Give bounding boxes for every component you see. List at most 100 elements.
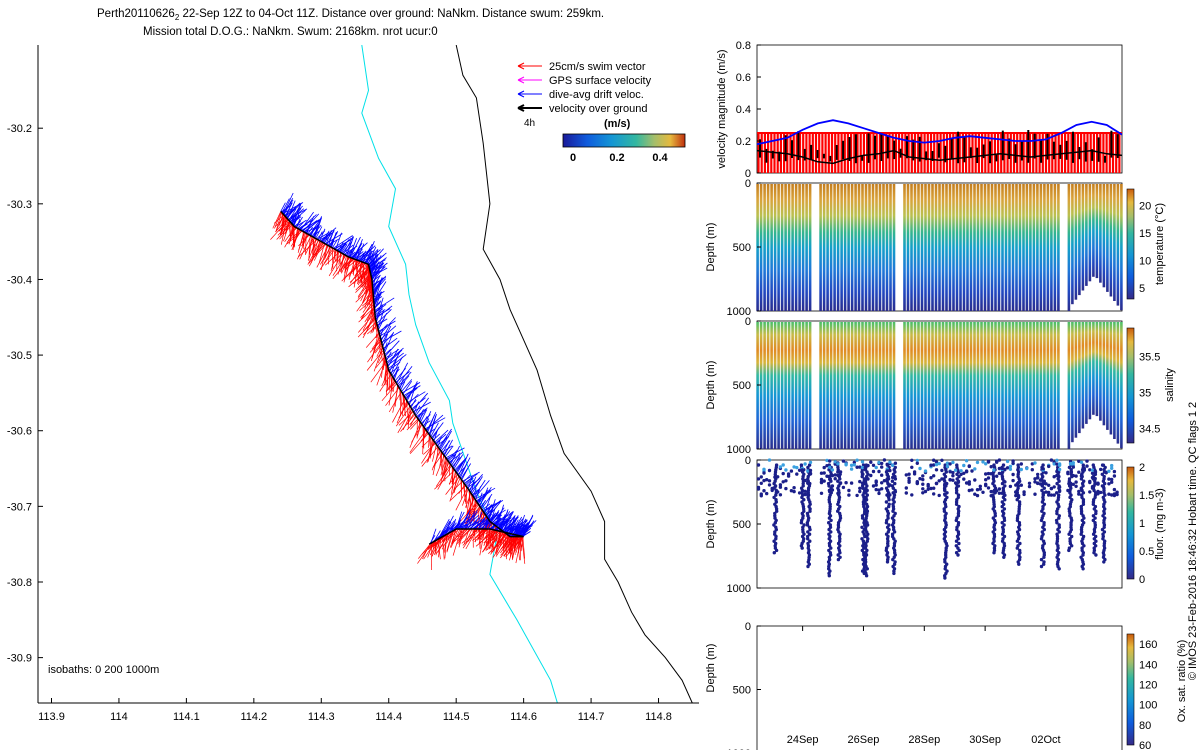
fluor-point (1103, 481, 1107, 486)
drift-vector (307, 226, 313, 235)
profile-column (938, 322, 941, 449)
temperature-ylabel: Depth (m) (705, 223, 717, 272)
fluor-point (937, 461, 941, 466)
fluor-point (792, 486, 796, 490)
fluor-point (1057, 479, 1061, 483)
colorbar-tick-0: 0 (570, 152, 576, 164)
fluor-point (849, 467, 854, 471)
fluor-point (869, 460, 873, 464)
fluor-point (1015, 539, 1020, 543)
profile-column (1043, 322, 1046, 449)
fluor-point (1055, 511, 1059, 516)
fluor-point (862, 511, 867, 516)
fluor-point (1011, 478, 1015, 483)
fluor-point (1055, 521, 1059, 525)
drift-vector (496, 504, 504, 527)
swim-vector (445, 476, 460, 495)
profile-column (780, 322, 784, 449)
fluor-point (956, 480, 961, 484)
fluor-point (1100, 527, 1105, 532)
fluor-point (1082, 544, 1086, 548)
fluor-point (1057, 467, 1062, 472)
colorbar-tick-label: 20 (1139, 201, 1151, 213)
swim-vector (308, 235, 311, 261)
profile-column (798, 322, 801, 449)
drift-vector (439, 430, 452, 451)
swim-vector (319, 248, 336, 270)
fluor-point (1068, 537, 1072, 541)
fluor-point (923, 489, 928, 494)
profile-column (875, 184, 878, 311)
y-tick-label: 0.6 (736, 72, 751, 84)
drift-vector (464, 477, 473, 485)
drift-vector (376, 309, 392, 324)
drift-vector (317, 231, 323, 241)
drift-vector (468, 518, 483, 530)
fluor-point (967, 464, 971, 468)
swim-vector (474, 514, 486, 531)
profile-column (1018, 322, 1022, 449)
fluor-point (1042, 486, 1047, 490)
swim-vector (367, 341, 382, 363)
fluor-point (1101, 537, 1105, 541)
fluor-point (970, 488, 974, 492)
fluor-point (808, 471, 813, 476)
fluor-point (907, 476, 911, 480)
fluor-point (1066, 488, 1070, 493)
drift-vector (486, 513, 502, 530)
swim-vector (275, 214, 284, 231)
profile-column (1015, 184, 1018, 311)
fluor-point (775, 509, 779, 513)
drift-vector (384, 331, 394, 354)
swim-vector (448, 474, 459, 485)
swim-vector (434, 469, 455, 490)
drift-vector (412, 392, 428, 411)
swim-vector (512, 534, 516, 555)
colorbar-title: (m/s) (604, 118, 631, 130)
profile-column (1067, 322, 1071, 449)
fluor-point (1077, 470, 1081, 474)
fluor-point (1068, 495, 1072, 500)
swim-vector (343, 257, 353, 269)
fluor-point (789, 489, 794, 493)
profile-column (889, 322, 892, 449)
drift-vector (445, 447, 465, 459)
fluor-point (885, 560, 890, 564)
drift-vector (439, 436, 448, 450)
profile-column (1029, 184, 1032, 311)
swim-vector (468, 528, 476, 542)
drift-vector (366, 252, 372, 264)
fluor-point (943, 479, 947, 483)
fluor-point (1047, 464, 1051, 469)
fluor-point (959, 469, 963, 473)
y-tick-label: 0 (745, 178, 751, 190)
fluor-point (772, 495, 776, 500)
fluor-point (772, 523, 776, 527)
fluor-point (1047, 493, 1051, 497)
drift-vector (475, 486, 481, 501)
fluor-point (929, 463, 933, 467)
drift-vector (319, 228, 326, 241)
fluor-point (891, 486, 895, 490)
fluor-point (1022, 492, 1026, 497)
velocity-panel: 0 0.2 0.4 0.6 0.8 velocity magnitude (m/s) (716, 40, 1123, 180)
fluor-point (907, 479, 911, 483)
fluor-point (1055, 462, 1059, 466)
fluor-point (921, 491, 925, 495)
profile-column (763, 322, 766, 449)
profile-column (938, 184, 941, 311)
drift-vector (373, 282, 381, 297)
fluor-point (1101, 463, 1106, 467)
map-y-ticks: -30.2 -30.3 -30.4 -30.5 -30.6 -30.7 -30.8 -30.9 (7, 123, 43, 665)
profile-column (878, 322, 882, 449)
swim-vector (409, 422, 421, 448)
drift-vector (434, 429, 449, 443)
fluor-point (860, 481, 865, 485)
swim-vector (409, 433, 429, 455)
profile-column (903, 184, 906, 311)
fluor-point (855, 493, 859, 498)
fluor-point (830, 488, 835, 492)
swim-vector (370, 334, 380, 362)
profile-column (1025, 184, 1029, 311)
profile-column (959, 322, 962, 449)
